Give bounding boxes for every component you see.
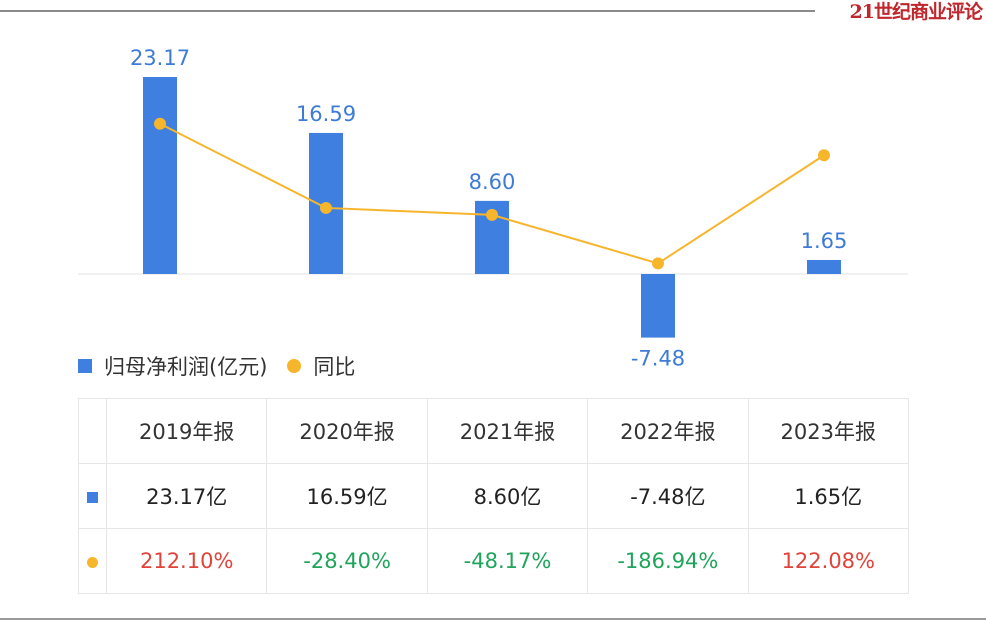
- yoy-point: [154, 117, 166, 130]
- yoy-cell: -28.40%: [266, 528, 428, 594]
- yoy-cell: -48.17%: [426, 528, 589, 594]
- bar-series-marker: [87, 492, 98, 503]
- table-header: 2022年报: [587, 398, 749, 464]
- legend-line-label: 同比: [313, 355, 356, 379]
- bar-label: -7.48: [631, 347, 685, 371]
- bottom-rule: [0, 618, 986, 620]
- yoy-cell: -186.94%: [587, 528, 749, 594]
- table-header: 2021年报: [426, 398, 589, 464]
- table-corner: [78, 398, 107, 464]
- yoy-point: [320, 201, 332, 214]
- brand-logo: 21世纪商业评论: [849, 1, 983, 23]
- row-marker-cell: [78, 528, 107, 594]
- profit-cell: 8.60亿: [426, 463, 589, 529]
- bar-label: 1.65: [801, 229, 848, 253]
- yoy-point: [652, 257, 664, 270]
- table-header: 2019年报: [105, 398, 268, 464]
- legend-bar-marker: [78, 359, 92, 373]
- legend-bar-label: 归母净利润(亿元): [104, 355, 268, 379]
- yoy-point: [486, 208, 498, 221]
- table-header: 2020年报: [266, 398, 428, 464]
- row-marker-cell: [78, 463, 107, 529]
- profit-chart: 23.17 16.59 8.60 -7.48 1.65: [78, 46, 908, 371]
- top-rule: [0, 10, 815, 12]
- legend-line-marker: [287, 359, 302, 373]
- profit-cell: 23.17亿: [105, 463, 268, 529]
- bar-label: 16.59: [296, 102, 356, 126]
- table-row-profit: 23.17亿 16.59亿 8.60亿 -7.48亿 1.65亿: [78, 463, 910, 529]
- yoy-cell: 212.10%: [105, 528, 268, 594]
- table-header-row: 2019年报 2020年报 2021年报 2022年报 2023年报: [78, 398, 910, 464]
- bar: [143, 77, 177, 274]
- bar: [807, 259, 841, 274]
- bar-label: 8.60: [469, 170, 516, 194]
- yoy-cell: 122.08%: [747, 528, 910, 594]
- line-series-marker: [87, 557, 98, 568]
- profit-cell: 16.59亿: [266, 463, 428, 529]
- yoy-point: [818, 149, 830, 162]
- data-table: 2019年报 2020年报 2021年报 2022年报 2023年报 23.17…: [78, 398, 910, 594]
- profit-cell: 1.65亿: [747, 463, 910, 529]
- profit-cell: -7.48亿: [587, 463, 749, 529]
- bar-label: 23.17: [130, 46, 190, 70]
- table-header: 2023年报: [747, 398, 910, 464]
- legend: 归母净利润(亿元) 同比: [78, 352, 355, 380]
- bar: [641, 274, 675, 338]
- table-row-yoy: 212.10% -28.40% -48.17% -186.94% 122.08%: [78, 528, 910, 594]
